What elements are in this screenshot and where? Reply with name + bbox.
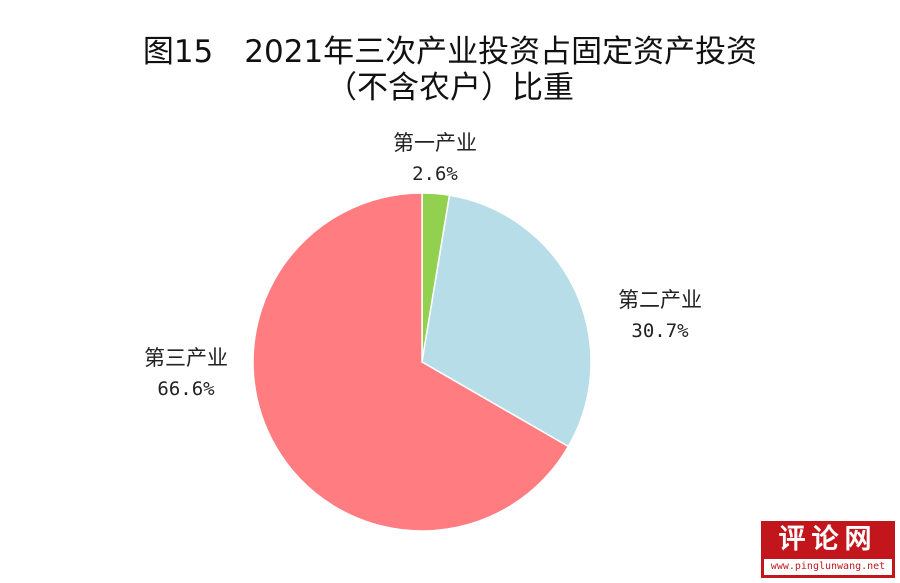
label-tertiary-value: 66.6%	[157, 378, 215, 400]
label-secondary-name: 第二产业	[618, 288, 702, 312]
label-primary-industry: 第一产业 2.6%	[375, 128, 495, 190]
label-primary-name: 第一产业	[393, 131, 477, 155]
watermark-title: 评论网	[778, 524, 878, 555]
label-secondary-value: 30.7%	[631, 320, 689, 342]
label-tertiary-industry: 第三产业 66.6%	[116, 343, 256, 405]
chart-title: 图15 2021年三次产业投资占固定资产投资	[142, 34, 758, 70]
slice-secondary-industry	[421, 194, 592, 448]
chart-subtitle: （不含农户）比重	[326, 70, 574, 106]
label-secondary-industry: 第二产业 30.7%	[590, 285, 730, 347]
slice-tertiary-industry	[252, 192, 570, 532]
label-primary-value: 2.6%	[412, 163, 458, 185]
watermark-logo: 评论网 www.pinglunwang.net	[761, 521, 895, 578]
watermark-url: www.pinglunwang.net	[764, 559, 892, 575]
label-tertiary-name: 第三产业	[144, 346, 228, 370]
